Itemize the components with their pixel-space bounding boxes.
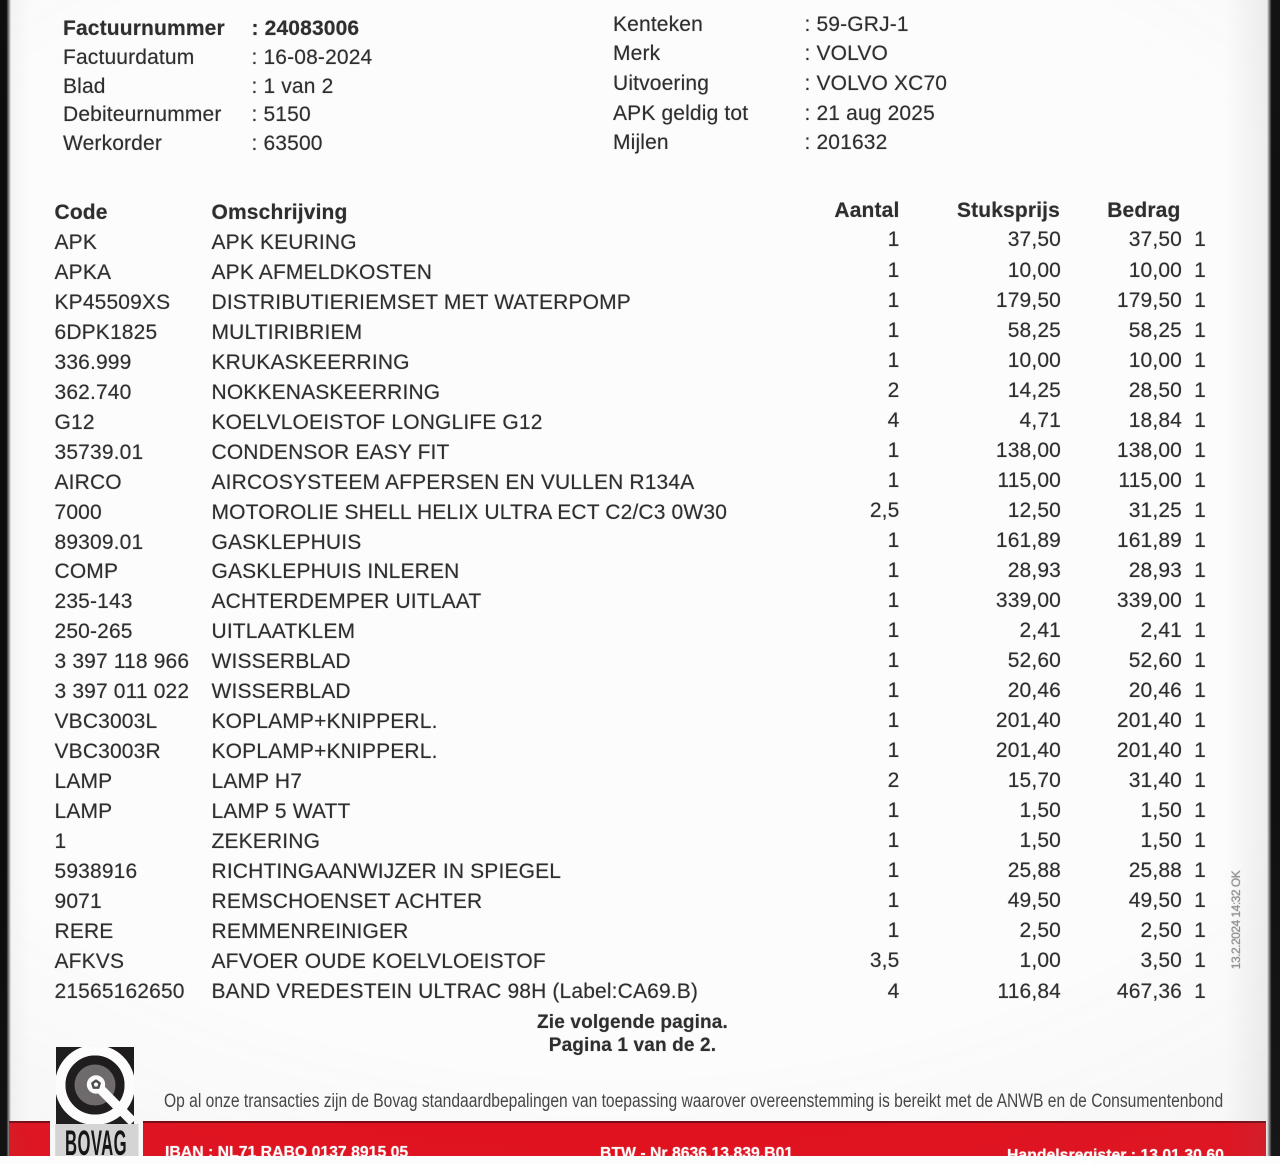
svg-text:BOVAG: BOVAG <box>65 1123 127 1156</box>
